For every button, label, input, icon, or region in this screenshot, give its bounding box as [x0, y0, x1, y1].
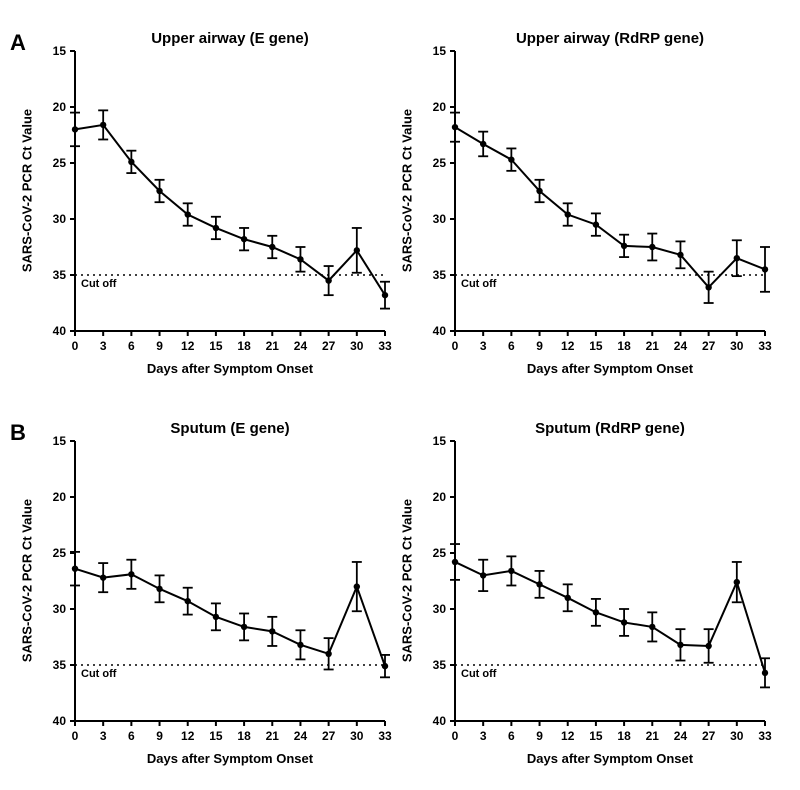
svg-text:20: 20 — [53, 100, 67, 114]
svg-text:15: 15 — [53, 44, 67, 58]
svg-text:12: 12 — [561, 339, 575, 353]
chart-plot-B_left: 15202530354003691215182124273033Cut off — [75, 441, 386, 722]
svg-text:18: 18 — [617, 339, 631, 353]
svg-text:12: 12 — [181, 729, 195, 743]
svg-text:15: 15 — [53, 434, 67, 448]
svg-text:27: 27 — [322, 339, 336, 353]
svg-text:35: 35 — [53, 268, 67, 282]
svg-text:25: 25 — [53, 156, 67, 170]
svg-text:6: 6 — [508, 339, 515, 353]
svg-text:15: 15 — [209, 729, 223, 743]
chart-A_left: Upper airway (E gene) SARS-CoV-2 PCR Ct … — [75, 30, 385, 376]
svg-text:9: 9 — [156, 339, 163, 353]
figure: A B Upper airway (E gene) SARS-CoV-2 PCR… — [0, 0, 800, 790]
svg-text:18: 18 — [237, 339, 251, 353]
svg-text:35: 35 — [433, 658, 447, 672]
svg-text:0: 0 — [72, 339, 79, 353]
svg-text:27: 27 — [702, 729, 716, 743]
svg-text:20: 20 — [53, 490, 67, 504]
svg-text:6: 6 — [508, 729, 515, 743]
svg-text:0: 0 — [452, 729, 459, 743]
x-axis-label-B_left: Days after Symptom Onset — [75, 751, 385, 766]
svg-text:Cut off: Cut off — [461, 668, 497, 680]
svg-text:30: 30 — [730, 339, 744, 353]
svg-text:0: 0 — [452, 339, 459, 353]
svg-text:30: 30 — [433, 602, 447, 616]
svg-text:25: 25 — [433, 156, 447, 170]
y-axis-label-A_left: SARS-CoV-2 PCR Ct Value — [20, 51, 35, 331]
svg-text:40: 40 — [53, 714, 67, 728]
chart-title-A_right: Upper airway (RdRP gene) — [455, 30, 765, 47]
svg-text:3: 3 — [480, 729, 487, 743]
svg-text:30: 30 — [350, 729, 364, 743]
chart-B_right: Sputum (RdRP gene) SARS-CoV-2 PCR Ct Val… — [455, 420, 765, 766]
svg-text:35: 35 — [433, 268, 447, 282]
svg-text:30: 30 — [433, 212, 447, 226]
svg-text:33: 33 — [378, 729, 392, 743]
svg-text:Cut off: Cut off — [81, 278, 117, 290]
svg-text:20: 20 — [433, 490, 447, 504]
svg-text:24: 24 — [294, 339, 308, 353]
y-axis-label-B_right: SARS-CoV-2 PCR Ct Value — [400, 441, 415, 721]
chart-A_right: Upper airway (RdRP gene) SARS-CoV-2 PCR … — [455, 30, 765, 376]
svg-text:27: 27 — [702, 339, 716, 353]
svg-text:12: 12 — [561, 729, 575, 743]
svg-text:9: 9 — [536, 729, 543, 743]
chart-title-A_left: Upper airway (E gene) — [75, 30, 385, 47]
y-axis-label-B_left: SARS-CoV-2 PCR Ct Value — [20, 441, 35, 721]
svg-text:15: 15 — [433, 44, 447, 58]
y-axis-label-A_right: SARS-CoV-2 PCR Ct Value — [400, 51, 415, 331]
svg-text:33: 33 — [378, 339, 392, 353]
x-axis-label-A_left: Days after Symptom Onset — [75, 361, 385, 376]
svg-text:40: 40 — [433, 714, 447, 728]
svg-text:24: 24 — [674, 729, 688, 743]
svg-text:6: 6 — [128, 729, 135, 743]
svg-text:9: 9 — [536, 339, 543, 353]
svg-text:15: 15 — [433, 434, 447, 448]
svg-text:33: 33 — [758, 339, 772, 353]
x-axis-label-B_right: Days after Symptom Onset — [455, 751, 765, 766]
chart-title-B_left: Sputum (E gene) — [75, 420, 385, 437]
svg-text:21: 21 — [266, 729, 280, 743]
svg-text:21: 21 — [646, 339, 660, 353]
svg-text:27: 27 — [322, 729, 336, 743]
svg-text:18: 18 — [617, 729, 631, 743]
svg-text:20: 20 — [433, 100, 447, 114]
svg-text:30: 30 — [53, 212, 67, 226]
svg-text:35: 35 — [53, 658, 67, 672]
chart-title-B_right: Sputum (RdRP gene) — [455, 420, 765, 437]
svg-text:12: 12 — [181, 339, 195, 353]
svg-text:Cut off: Cut off — [81, 668, 117, 680]
svg-text:24: 24 — [294, 729, 308, 743]
chart-plot-A_right: 15202530354003691215182124273033Cut off — [455, 51, 766, 332]
svg-text:0: 0 — [72, 729, 79, 743]
svg-text:21: 21 — [266, 339, 280, 353]
svg-text:40: 40 — [53, 324, 67, 338]
chart-plot-B_right: 15202530354003691215182124273033Cut off — [455, 441, 766, 722]
svg-text:3: 3 — [100, 339, 107, 353]
svg-text:15: 15 — [589, 339, 603, 353]
svg-text:15: 15 — [589, 729, 603, 743]
svg-text:6: 6 — [128, 339, 135, 353]
svg-text:21: 21 — [646, 729, 660, 743]
chart-B_left: Sputum (E gene) SARS-CoV-2 PCR Ct Value … — [75, 420, 385, 766]
svg-text:9: 9 — [156, 729, 163, 743]
x-axis-label-A_right: Days after Symptom Onset — [455, 361, 765, 376]
svg-text:40: 40 — [433, 324, 447, 338]
svg-text:33: 33 — [758, 729, 772, 743]
svg-text:15: 15 — [209, 339, 223, 353]
svg-text:3: 3 — [480, 339, 487, 353]
svg-text:30: 30 — [730, 729, 744, 743]
svg-text:Cut off: Cut off — [461, 278, 497, 290]
svg-text:25: 25 — [53, 546, 67, 560]
svg-text:3: 3 — [100, 729, 107, 743]
svg-text:24: 24 — [674, 339, 688, 353]
svg-text:18: 18 — [237, 729, 251, 743]
svg-text:30: 30 — [350, 339, 364, 353]
svg-text:30: 30 — [53, 602, 67, 616]
svg-text:25: 25 — [433, 546, 447, 560]
chart-plot-A_left: 15202530354003691215182124273033Cut off — [75, 51, 386, 332]
